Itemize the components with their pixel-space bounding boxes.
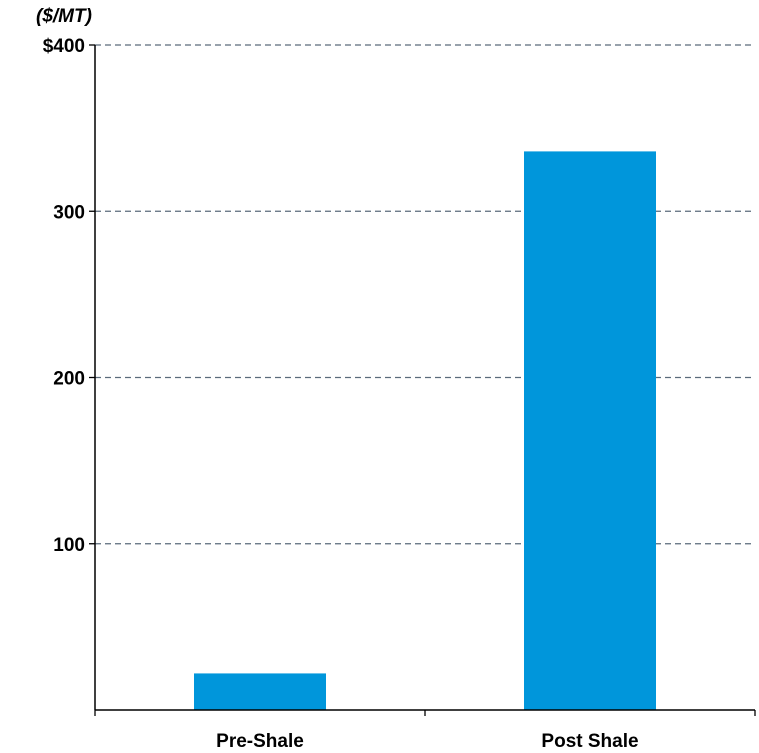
bar — [524, 151, 656, 710]
x-tick-labels: Pre-Shale Post Shale — [216, 731, 638, 752]
y-tick-labels: 100 200 300 $400 — [43, 36, 85, 556]
y-tick-label: 300 — [53, 202, 85, 223]
bars — [194, 151, 656, 710]
bar — [194, 673, 326, 710]
y-tick-label: $400 — [43, 36, 85, 57]
y-tick-label: 100 — [53, 535, 85, 556]
y-tick-label: 200 — [53, 369, 85, 390]
unit-label: ($/MT) — [36, 6, 92, 27]
x-tick-label: Pre-Shale — [216, 731, 304, 752]
axes — [89, 44, 756, 716]
x-tick-label: Post Shale — [541, 731, 638, 752]
